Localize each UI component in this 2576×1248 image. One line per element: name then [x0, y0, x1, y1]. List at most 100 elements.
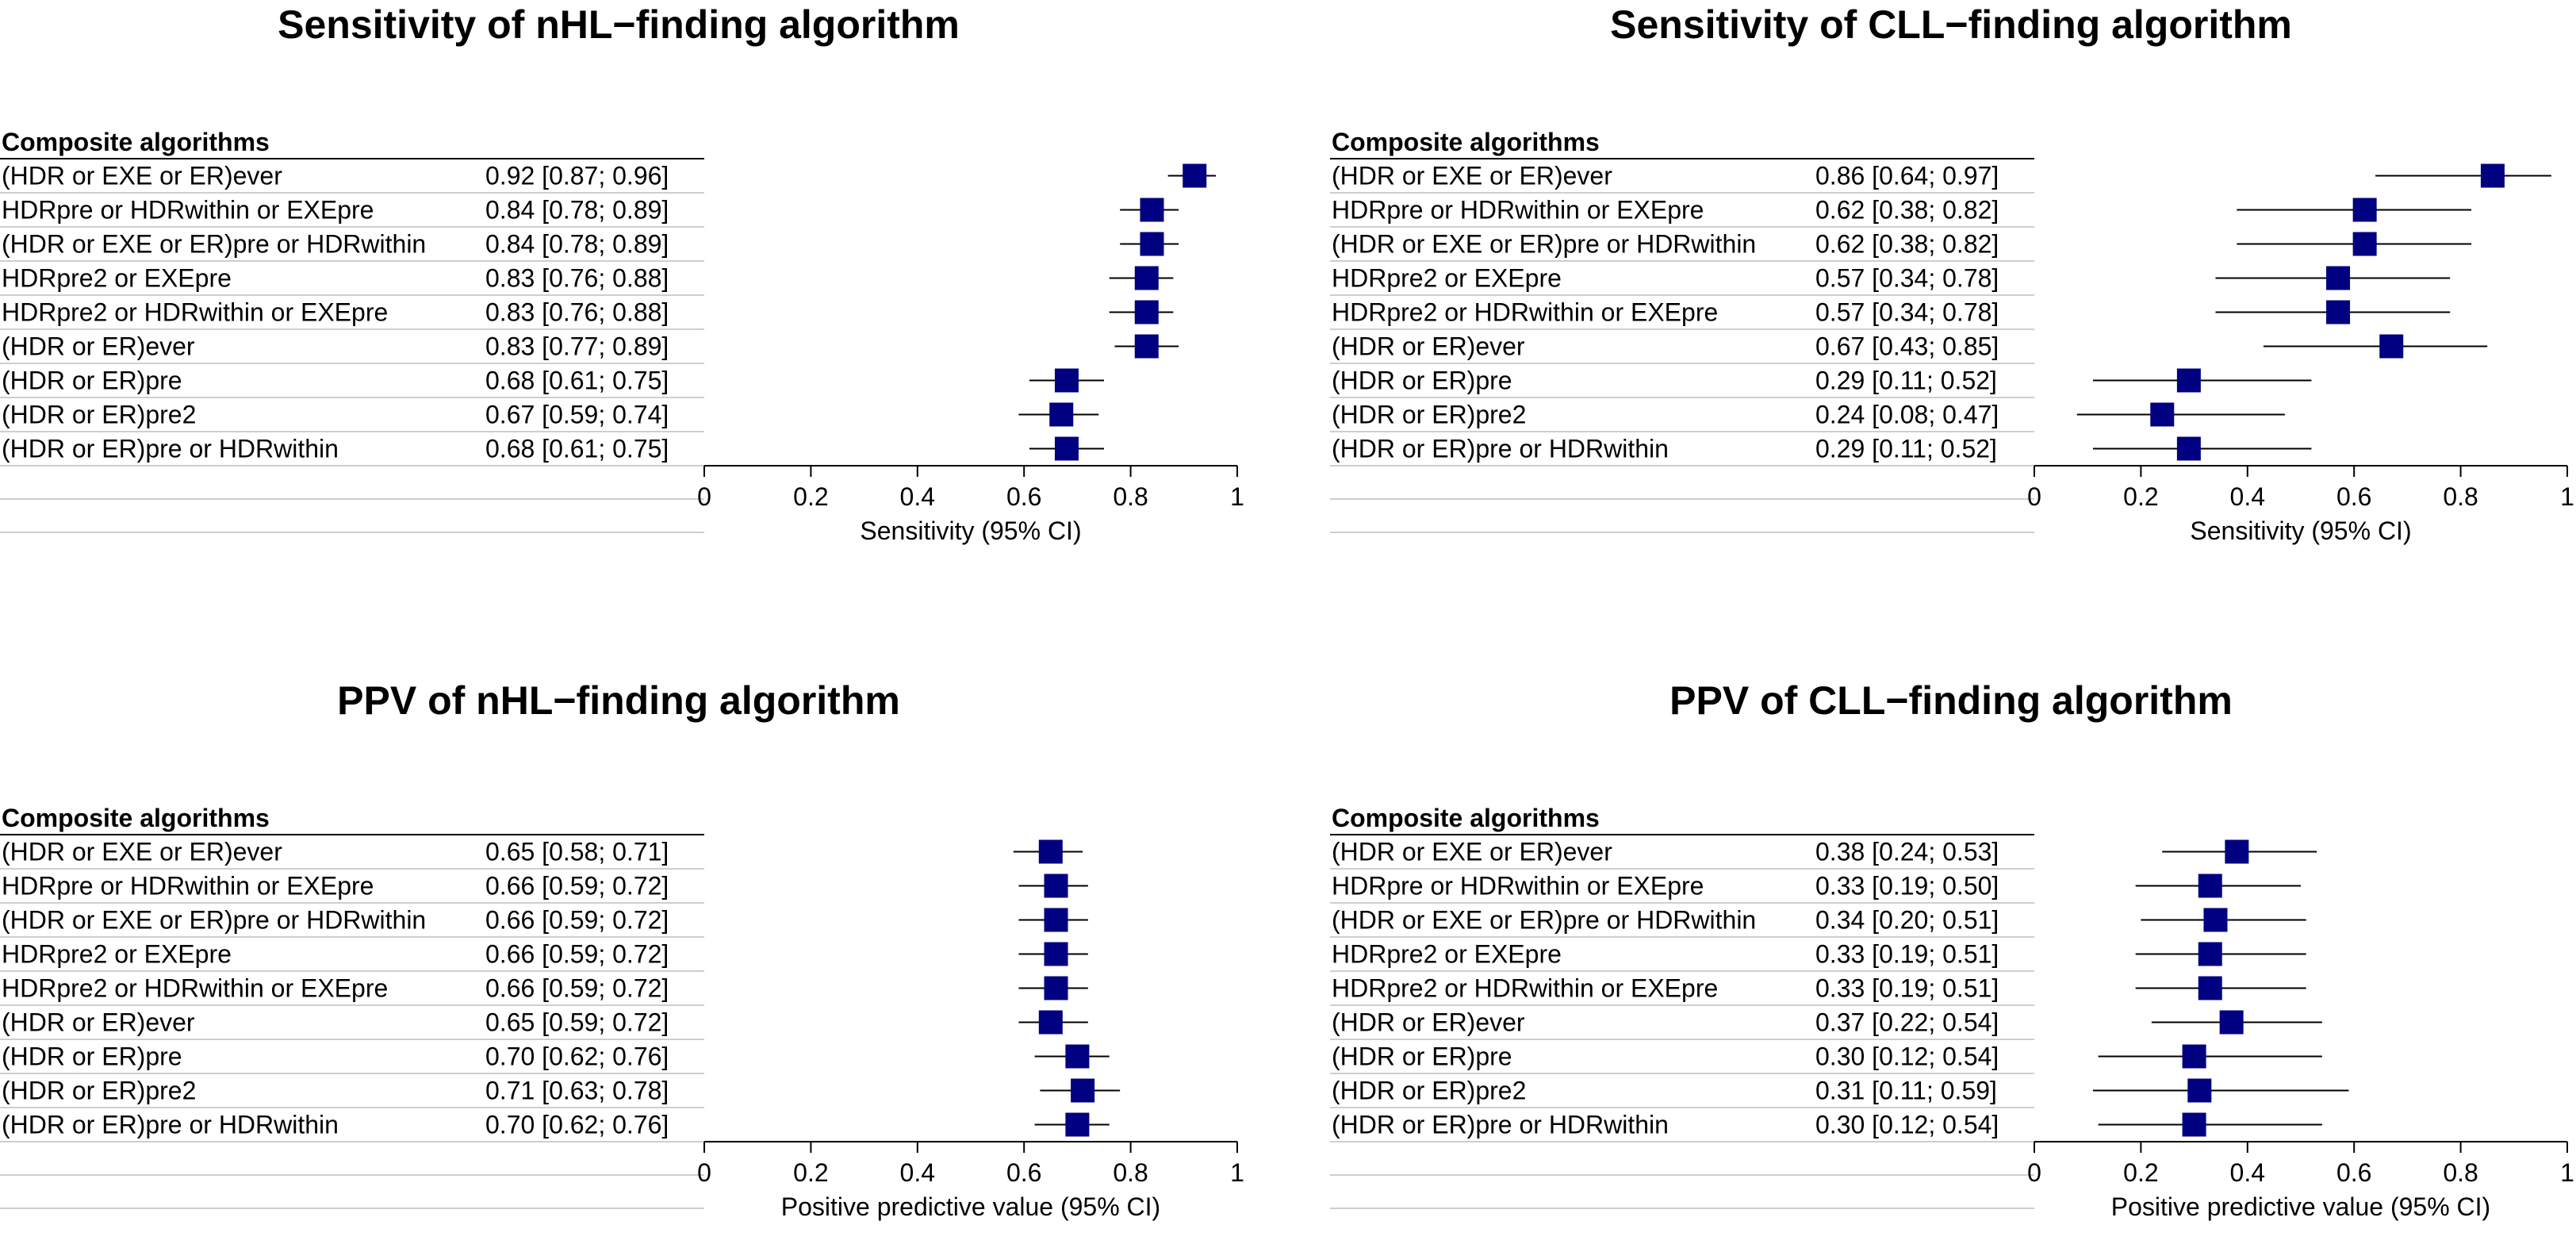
row-ci-text: 0.84 [0.78; 0.89] — [485, 230, 669, 259]
row-label: (HDR or ER)pre2 — [1332, 1077, 1526, 1105]
row-ci-text: 0.83 [0.76; 0.88] — [485, 264, 669, 293]
point-estimate-marker — [2176, 436, 2201, 461]
table-row: HDRpre2 or EXEpre 0.57 [0.34; 0.78] — [1330, 264, 2451, 296]
x-tick-label: 0.4 — [900, 1158, 935, 1187]
table-row: (HDR or ER)pre or HDRwithin 0.70 [0.62; 0… — [0, 1111, 1110, 1142]
x-tick-label: 0 — [2027, 482, 2041, 511]
row-ci-text: 0.34 [0.20; 0.51] — [1815, 906, 1999, 935]
x-tick-label: 1 — [1230, 482, 1244, 511]
point-estimate-marker — [2352, 198, 2377, 222]
panel-title: Sensitivity of CLL−finding algorithm — [1610, 2, 2292, 47]
row-label: (HDR or EXE or ER)ever — [2, 162, 282, 190]
table-row: (HDR or ER)pre 0.70 [0.62; 0.76] — [0, 1043, 1110, 1074]
x-tick-label: 0 — [2027, 1158, 2041, 1187]
point-estimate-marker — [1134, 300, 1159, 324]
row-ci-text: 0.37 [0.22; 0.54] — [1815, 1008, 1999, 1037]
x-tick-label: 1 — [2560, 1158, 2574, 1187]
row-ci-text: 0.70 [0.62; 0.76] — [485, 1043, 669, 1071]
row-label: HDRpre2 or HDRwithin or EXEpre — [2, 298, 388, 327]
x-tick-label: 0.8 — [2443, 482, 2478, 511]
panel-title: PPV of nHL−finding algorithm — [337, 678, 900, 723]
row-ci-text: 0.66 [0.59; 0.72] — [485, 940, 669, 969]
row-label: (HDR or ER)ever — [2, 332, 195, 361]
table-row: HDRpre2 or EXEpre 0.66 [0.59; 0.72] — [0, 940, 1088, 972]
table-row: (HDR or EXE or ER)ever 0.92 [0.87; 0.96] — [0, 162, 1217, 194]
table-row: HDRpre or HDRwithin or EXEpre 0.33 [0.19;… — [1330, 872, 2301, 904]
table-row: (HDR or ER)ever 0.83 [0.77; 0.89] — [0, 332, 1179, 364]
point-estimate-marker — [1140, 232, 1164, 256]
panel-title: PPV of CLL−finding algorithm — [1669, 678, 2233, 723]
row-label: (HDR or ER)pre — [2, 1043, 182, 1071]
point-estimate-marker — [1044, 942, 1068, 966]
table-row: HDRpre2 or HDRwithin or EXEpre 0.57 [0.34… — [1330, 298, 2451, 330]
row-ci-text: 0.57 [0.34; 0.78] — [1815, 298, 1999, 327]
x-axis-label: Positive predictive value (95% CI) — [2111, 1192, 2490, 1221]
table-row: (HDR or ER)pre2 0.31 [0.11; 0.59] — [1330, 1077, 2349, 1108]
row-ci-text: 0.38 [0.24; 0.53] — [1815, 838, 1999, 866]
forest-panel-4: PPV of CLL−finding algorithm Composite al… — [1330, 678, 2574, 1221]
row-ci-text: 0.33 [0.19; 0.51] — [1815, 940, 1999, 969]
point-estimate-marker — [1065, 1112, 1090, 1137]
row-ci-text: 0.71 [0.63; 0.78] — [485, 1077, 669, 1105]
row-ci-text: 0.67 [0.59; 0.74] — [485, 401, 669, 429]
row-ci-text: 0.65 [0.58; 0.71] — [485, 838, 669, 866]
point-estimate-marker — [1065, 1044, 1090, 1069]
x-tick-label: 0.4 — [2230, 482, 2265, 511]
row-label: (HDR or EXE or ER)pre or HDRwithin — [2, 230, 426, 259]
table-row: HDRpre or HDRwithin or EXEpre 0.84 [0.78;… — [0, 196, 1179, 228]
table-row: HDRpre or HDRwithin or EXEpre 0.62 [0.38;… — [1330, 196, 2472, 228]
row-label: (HDR or EXE or ER)ever — [1332, 838, 1612, 866]
row-ci-text: 0.68 [0.61; 0.75] — [485, 367, 669, 395]
table-row: (HDR or ER)pre or HDRwithin 0.68 [0.61; 0… — [0, 435, 1104, 467]
row-label: HDRpre2 or EXEpre — [2, 264, 232, 293]
table-row: (HDR or ER)pre2 0.67 [0.59; 0.74] — [0, 401, 1099, 432]
row-label: (HDR or EXE or ER)pre or HDRwithin — [1332, 906, 1756, 935]
x-axis-label: Sensitivity (95% CI) — [860, 516, 1081, 545]
x-tick-label: 0.2 — [793, 1158, 828, 1187]
table-row: (HDR or ER)ever 0.67 [0.43; 0.85] — [1330, 332, 2488, 364]
point-estimate-marker — [2203, 908, 2228, 932]
x-tick-label: 0 — [697, 1158, 711, 1187]
row-ci-text: 0.62 [0.38; 0.82] — [1815, 196, 1999, 225]
x-tick-label: 0.8 — [1113, 482, 1148, 511]
x-axis-label: Positive predictive value (95% CI) — [781, 1192, 1160, 1221]
table-row: (HDR or ER)pre2 0.24 [0.08; 0.47] — [1330, 401, 2285, 432]
point-estimate-marker — [1038, 839, 1063, 864]
table-row: HDRpre2 or HDRwithin or EXEpre 0.33 [0.19… — [1330, 974, 2306, 1006]
table-row: (HDR or ER)ever 0.37 [0.22; 0.54] — [1330, 1008, 2322, 1040]
x-tick-label: 0.2 — [2123, 1158, 2158, 1187]
table-row: (HDR or ER)pre 0.30 [0.12; 0.54] — [1330, 1043, 2322, 1074]
row-label: HDRpre or HDRwithin or EXEpre — [2, 872, 374, 900]
table-row: (HDR or ER)pre 0.68 [0.61; 0.75] — [0, 367, 1104, 398]
point-estimate-marker — [2198, 874, 2222, 898]
point-estimate-marker — [1044, 908, 1068, 932]
point-estimate-marker — [1049, 402, 1074, 427]
table-row: (HDR or EXE or ER)pre or HDRwithin 0.66 [… — [0, 906, 1088, 938]
table-header: Composite algorithms — [1332, 128, 1600, 156]
point-estimate-marker — [1134, 266, 1159, 290]
point-estimate-marker — [1054, 368, 1079, 393]
table-row: (HDR or EXE or ER)pre or HDRwithin 0.84 [… — [0, 230, 1179, 262]
row-label: (HDR or ER)pre or HDRwithin — [1332, 435, 1669, 463]
x-tick-label: 0.2 — [793, 482, 828, 511]
table-row: HDRpre2 or HDRwithin or EXEpre 0.66 [0.59… — [0, 974, 1088, 1006]
row-ci-text: 0.66 [0.59; 0.72] — [485, 872, 669, 900]
panel-title: Sensitivity of nHL−finding algorithm — [278, 2, 960, 47]
table-row: (HDR or ER)pre or HDRwithin 0.29 [0.11; 0… — [1330, 435, 2312, 467]
row-ci-text: 0.66 [0.59; 0.72] — [485, 906, 669, 935]
point-estimate-marker — [2326, 266, 2351, 290]
row-ci-text: 0.84 [0.78; 0.89] — [485, 196, 669, 225]
x-axis-label: Sensitivity (95% CI) — [2190, 516, 2411, 545]
row-ci-text: 0.29 [0.11; 0.52] — [1815, 435, 1997, 463]
point-estimate-marker — [1071, 1078, 1095, 1103]
table-row: (HDR or ER)pre or HDRwithin 0.30 [0.12; 0… — [1330, 1111, 2322, 1142]
row-ci-text: 0.83 [0.76; 0.88] — [485, 298, 669, 327]
point-estimate-marker — [2182, 1112, 2206, 1137]
row-label: (HDR or ER)ever — [1332, 1008, 1525, 1037]
row-ci-text: 0.68 [0.61; 0.75] — [485, 435, 669, 463]
row-ci-text: 0.30 [0.12; 0.54] — [1815, 1043, 1999, 1071]
point-estimate-marker — [1054, 436, 1079, 461]
row-ci-text: 0.24 [0.08; 0.47] — [1815, 401, 1999, 429]
point-estimate-marker — [2225, 839, 2249, 864]
row-label: HDRpre2 or HDRwithin or EXEpre — [2, 974, 388, 1003]
